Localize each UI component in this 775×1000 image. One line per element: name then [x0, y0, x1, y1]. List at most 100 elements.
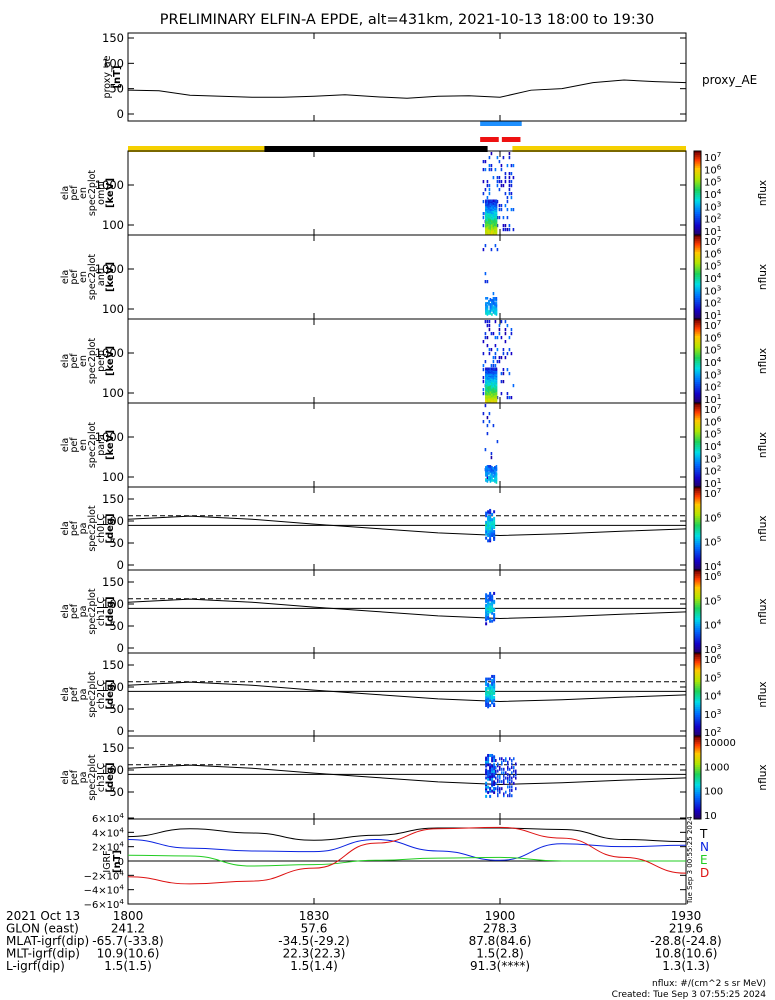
footer-value: 10.8(10.6): [655, 947, 718, 961]
ytick-label: 100: [102, 514, 124, 528]
panel-ch1: elapefpaspec2plotch1LC[deg]1501005001061…: [60, 569, 769, 656]
spectrogram-core-cell: [494, 477, 496, 480]
spectrogram-noise-cell: [482, 248, 485, 252]
pa-spectrogram-cell: [493, 607, 496, 611]
pa-spectrogram-cell: [489, 526, 492, 530]
spectrogram-noise-cell: [482, 192, 485, 196]
spectrogram-noise-cell: [494, 336, 497, 340]
colorbar-label: nflux: [757, 264, 769, 290]
ytick-label: −6×104: [84, 897, 125, 911]
pa-spectrogram-cell: [485, 680, 488, 684]
ytick-label: 0: [118, 857, 124, 868]
igrf-legend-T: T: [699, 827, 708, 841]
colorbar-cell: [694, 413, 701, 417]
colorbar-tick-label: 104: [704, 187, 722, 201]
ylabel-line: ch1LC: [96, 597, 107, 627]
pa-spectrogram-cell: [487, 753, 490, 757]
ytick-label: 100: [102, 680, 124, 694]
pa-spectrogram-cell: [487, 686, 490, 690]
spectrogram-noise-cell: [482, 224, 485, 228]
pa-spectrogram-cell: [493, 516, 496, 520]
footer-value: -65.7(-33.8): [92, 934, 163, 948]
colorbar-cell: [694, 243, 701, 246]
panel-para: elapefenspec2plotpara[keV]10001001071061…: [60, 402, 769, 490]
spectrogram-core-cell: [485, 466, 487, 469]
colorbar-cell: [694, 644, 701, 648]
colorbar-cell: [694, 628, 701, 631]
pa-spectrogram-cell: [487, 702, 490, 706]
colorbar-cell: [694, 438, 701, 442]
colorbar-cell: [694, 489, 701, 492]
pa-spectrogram-cell: [501, 780, 503, 784]
spectrogram-core-cell: [485, 312, 487, 315]
spectrogram-noise-cell: [506, 196, 509, 200]
spectrogram-core-cell: [486, 305, 489, 308]
colorbar-cell: [694, 342, 701, 345]
spectrogram-noise-cell: [482, 200, 485, 204]
colorbar-cell: [694, 211, 701, 215]
spectrogram-noise-cell: [490, 332, 493, 336]
colorbar-cell: [694, 752, 701, 756]
spectrogram-noise-cell: [504, 172, 507, 176]
pa-spectrogram-cell: [493, 783, 496, 787]
colorbar-cell: [694, 596, 701, 600]
colorbar-cell: [694, 155, 701, 158]
colorbar-cell: [694, 653, 701, 656]
spectrogram-noise-cell: [484, 332, 487, 336]
pa-spectrogram-cell: [491, 685, 494, 689]
pa-spectrogram-cell: [491, 674, 494, 678]
spectrogram-noise-cell: [482, 212, 485, 216]
spectrogram-noise-cell: [510, 328, 513, 332]
pa-spectrogram-cell: [487, 705, 490, 709]
spectrogram-noise-cell: [510, 164, 513, 168]
spectrogram-core-cell: [489, 305, 492, 308]
spectrogram-noise-cell: [492, 364, 495, 368]
ylabel-line: pa: [78, 606, 89, 618]
ylabel-line: pef: [69, 269, 80, 285]
ytick-label: 1000: [95, 178, 124, 192]
pa-spectrogram-cell: [487, 690, 490, 694]
colorbar-cell: [694, 632, 701, 635]
spectrogram-core-cell: [491, 468, 493, 471]
spectrogram-noise-cell: [484, 244, 487, 248]
colorbar-cell: [694, 549, 701, 552]
spectrogram-noise-cell: [494, 356, 497, 360]
colorbar-cell: [694, 392, 701, 396]
pa-spectrogram-cell: [507, 760, 509, 764]
pa-spectrogram-cell: [497, 774, 499, 778]
colorbar-tick-label: 103: [704, 451, 721, 465]
footer-value: 1900: [485, 909, 516, 923]
pa-spectrogram-cell: [485, 527, 488, 531]
pa-spectrogram-cell: [487, 760, 490, 764]
colorbar-cell: [694, 659, 701, 662]
spectrogram-core-cell: [495, 302, 498, 305]
colorbar-tick-label: 105: [704, 343, 721, 357]
colorbar-cell: [694, 461, 701, 465]
ylabel-line: [nT]: [112, 65, 123, 88]
pa-spectrogram-cell: [495, 787, 497, 791]
pa-spectrogram-cell: [485, 703, 488, 707]
spectrogram-noise-cell: [496, 216, 499, 220]
pa-spectrogram-cell: [493, 591, 496, 595]
spectrogram-core-cell: [494, 480, 496, 483]
colorbar-cell: [694, 253, 701, 257]
pa-spectrogram-cell: [487, 773, 490, 777]
spectrogram-noise-cell: [498, 176, 501, 180]
colorbar-cell: [694, 561, 701, 565]
footer-value: 1.5(1.4): [290, 959, 338, 973]
colorbar-cell: [694, 777, 701, 781]
colorbar-cell: [694, 528, 701, 532]
colorbar-tick-label: 101: [704, 224, 721, 238]
colorbar-cell: [694, 572, 701, 575]
colorbar-cell: [694, 574, 701, 577]
colorbar-cell: [694, 715, 701, 718]
spectrogram-noise-cell: [496, 360, 499, 364]
colorbar-cell: [694, 424, 701, 427]
colorbar-tick-label: 10: [704, 811, 717, 822]
spectrogram-core-cell: [492, 199, 495, 203]
colorbar-tick-label: 105: [704, 593, 721, 607]
pa-spectrogram-cell: [485, 764, 488, 768]
